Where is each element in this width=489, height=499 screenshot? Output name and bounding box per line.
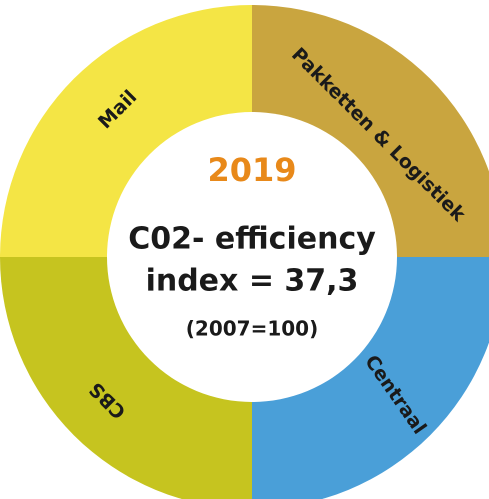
center-disc [107,112,397,402]
center-note: (2007=100) [186,317,318,341]
center-line: index = 37,3 [146,264,359,299]
year: 2019 [207,151,296,189]
center-line: C02- efficiency [128,222,376,257]
